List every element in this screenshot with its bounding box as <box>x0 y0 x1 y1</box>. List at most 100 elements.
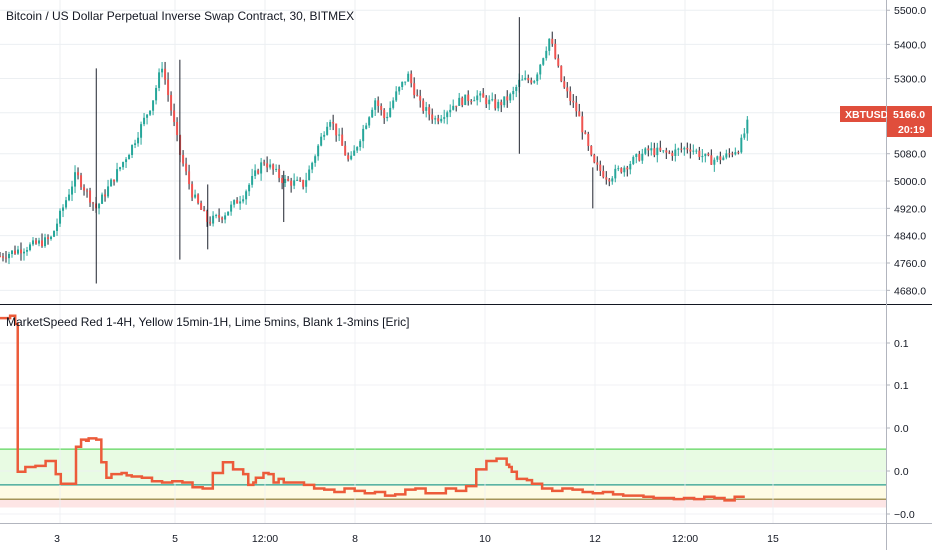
candle-body <box>323 134 326 137</box>
candle-body <box>548 38 551 51</box>
candle-body <box>488 99 491 105</box>
candle-body <box>17 249 20 254</box>
candle-body <box>554 43 557 59</box>
candle-body <box>644 148 647 154</box>
candle-body <box>14 250 17 254</box>
candle-body <box>632 156 635 164</box>
candle-body <box>542 58 545 65</box>
price-tick-label: 4680.0 <box>894 285 926 297</box>
candle-body <box>689 149 692 152</box>
candle-body <box>533 81 536 83</box>
candle-body <box>362 128 365 142</box>
candle-body <box>23 251 26 254</box>
candle-body <box>86 190 89 192</box>
candle-body <box>50 236 53 240</box>
price-tick-label: 4920.0 <box>894 203 926 215</box>
price-tick-label: 5500.0 <box>894 5 926 17</box>
price-axis-ticks[interactable]: 5500.05400.05300.05200.05080.05000.04920… <box>886 5 926 297</box>
candle-body <box>134 143 137 145</box>
candle-body <box>299 179 302 181</box>
candle-body <box>746 119 749 134</box>
candle-body <box>725 153 728 158</box>
candle-body <box>737 152 740 154</box>
candle-body <box>620 168 623 173</box>
candle-body <box>371 109 374 118</box>
indicator-line-group <box>0 314 745 502</box>
candle-body <box>263 162 266 164</box>
candle-body <box>656 147 659 156</box>
candle-body <box>152 100 155 111</box>
candle-body <box>107 186 110 197</box>
price-badge <box>887 106 932 122</box>
candle-body <box>122 162 125 168</box>
candle-body <box>182 154 185 164</box>
price-tick-label: 5400.0 <box>894 39 926 51</box>
candle-body <box>476 95 479 101</box>
candle-body <box>716 156 719 160</box>
candle-body <box>503 96 506 106</box>
candle-body <box>635 154 638 157</box>
candle-body <box>473 100 476 102</box>
candle-body <box>380 105 383 111</box>
indicator-axis-ticks[interactable]: 0.1 0.1 0.0 0.0 −0.0 <box>886 338 915 521</box>
candle-body <box>713 159 716 165</box>
candle-body <box>116 169 119 182</box>
candle-body <box>353 150 356 156</box>
candle-body <box>734 152 737 155</box>
candle-body <box>395 91 398 101</box>
candle-body <box>443 117 446 119</box>
candle-body <box>623 167 626 173</box>
candle-body <box>110 179 113 187</box>
time-tick-label: 8 <box>352 533 358 545</box>
candle-body <box>215 215 218 217</box>
candle-body <box>677 148 680 150</box>
candle-body <box>170 95 173 111</box>
candle-body <box>11 250 14 254</box>
time-tick-label: 12:00 <box>252 533 278 545</box>
candle-body <box>188 171 191 185</box>
candle-body <box>137 137 140 144</box>
candle-body <box>302 180 305 187</box>
candle-body <box>491 99 494 101</box>
indicator-tick-label: 0.0 <box>894 423 909 435</box>
time-tick-label: 12 <box>589 533 601 545</box>
candle-body <box>569 91 572 101</box>
candle-body <box>740 137 743 153</box>
candle-body <box>203 209 206 212</box>
timer-badge-text: 20:19 <box>898 124 925 136</box>
candle-body <box>521 79 524 81</box>
price-tick-label: 5300.0 <box>894 74 926 86</box>
candle-body <box>566 87 569 92</box>
candle-body <box>560 65 563 82</box>
candle-body <box>218 215 221 218</box>
indicator-tick-label: 0.1 <box>894 338 909 350</box>
candle-body <box>197 194 200 203</box>
indicator-bands <box>0 448 886 508</box>
candle-body <box>608 179 611 182</box>
candle-body <box>287 178 290 181</box>
candle-body <box>485 97 488 105</box>
candle-body <box>29 244 32 251</box>
candle-body <box>707 153 710 156</box>
candle-body <box>68 194 71 201</box>
indicator-tick-label: 0.1 <box>894 380 909 392</box>
candle-body <box>377 100 380 106</box>
candle-body <box>167 79 170 96</box>
candle-body <box>593 154 596 163</box>
candle-body <box>158 72 161 88</box>
candle-body <box>419 95 422 101</box>
time-axis-ticks[interactable]: 3 5 12:00 8 10 12 12:00 15 <box>54 533 779 545</box>
candle-body <box>0 256 1 258</box>
timer-badge <box>887 122 932 137</box>
indicator-band <box>0 499 886 508</box>
time-tick-label: 15 <box>767 533 779 545</box>
candle-body <box>599 164 602 171</box>
indicator-panel-title: MarketSpeed Red 1-4H, Yellow 15min-1H, L… <box>6 315 410 329</box>
candle-body <box>161 68 164 73</box>
candle-body <box>272 164 275 170</box>
candle-body <box>674 149 677 156</box>
candle-body <box>527 77 530 81</box>
candle-body <box>65 200 68 208</box>
candle-body <box>53 230 56 237</box>
candle-body <box>461 97 464 105</box>
